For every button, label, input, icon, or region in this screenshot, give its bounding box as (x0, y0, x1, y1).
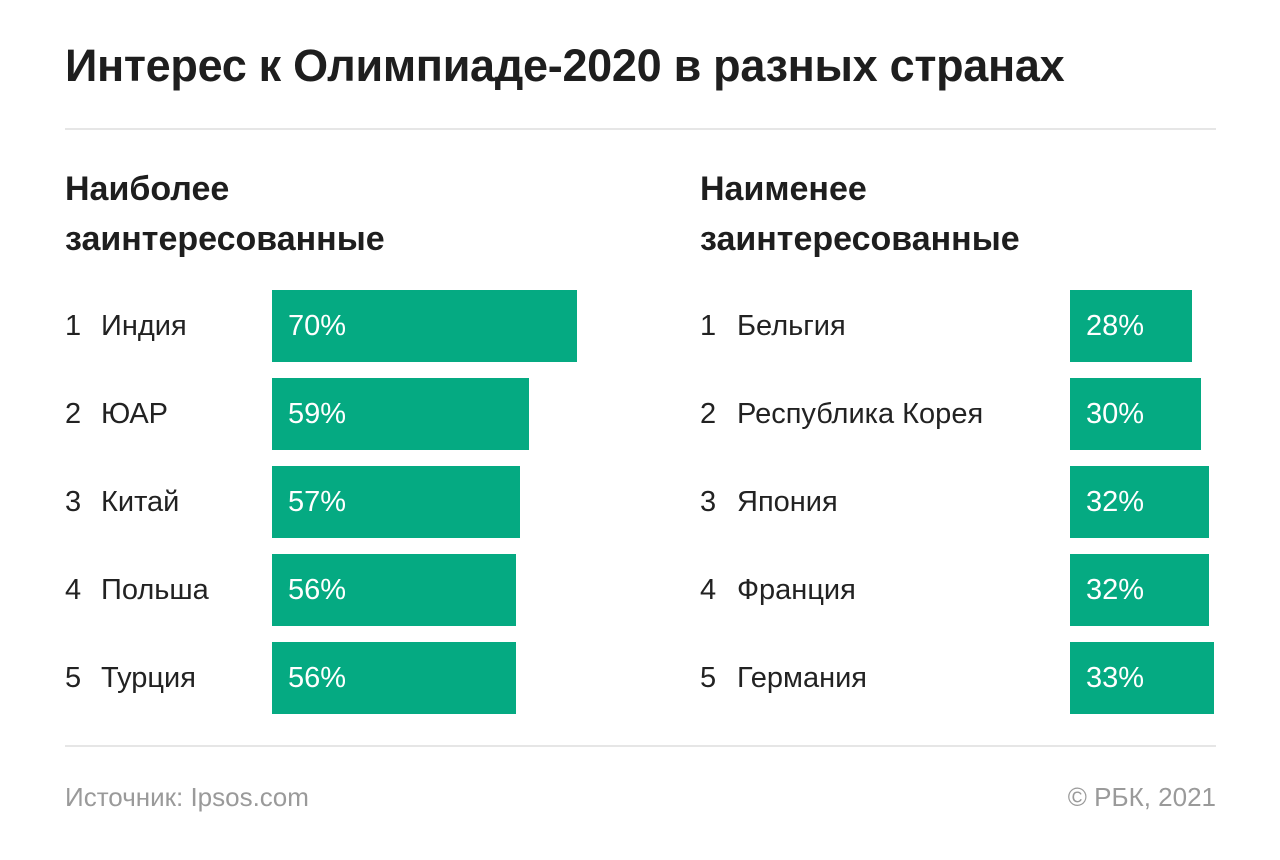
category-label: Франция (737, 574, 856, 606)
rank-label: 1 (65, 310, 82, 342)
rank-label: 3 (65, 486, 82, 518)
category-label: Япония (737, 486, 838, 518)
bar: 57% (272, 466, 520, 538)
bar: 59% (272, 378, 529, 450)
data-label: 30% (1086, 398, 1145, 430)
data-label: 28% (1086, 310, 1145, 342)
bar-row: 5 Турция 56% (0, 642, 1280, 714)
panel-title-most: Наиболее заинтересованные (65, 164, 385, 264)
bar: 56% (272, 554, 516, 626)
bar: 30% (1070, 378, 1201, 450)
category-label: ЮАР (101, 398, 169, 430)
category-label: Индия (101, 310, 187, 342)
bar-row: 3 Япония 32% (0, 466, 1280, 538)
category-label: Турция (101, 662, 196, 694)
panel-title-line: Наименее (700, 170, 867, 208)
rank-label: 5 (65, 662, 82, 694)
data-label: 32% (1086, 486, 1145, 518)
category-label: Республика Корея (737, 398, 984, 430)
panel-title-line: Наиболее (65, 170, 230, 208)
rank-label: 1 (700, 310, 717, 342)
panel-title-line: заинтересованные (65, 220, 385, 258)
data-label: 56% (288, 662, 347, 694)
bar-row: 4 Франция 32% (0, 554, 1280, 626)
bar-row: 5 Германия 33% (0, 642, 1280, 714)
data-label: 59% (288, 398, 347, 430)
category-label: Германия (737, 662, 868, 694)
rank-label: 5 (700, 662, 717, 694)
category-label: Бельгия (737, 310, 846, 342)
rank-label: 2 (65, 398, 82, 430)
panel-title-line: заинтересованные (700, 220, 1020, 258)
bar: 32% (1070, 466, 1210, 538)
rank-label: 4 (700, 574, 717, 606)
data-label: 33% (1086, 662, 1145, 694)
data-label: 57% (288, 486, 347, 518)
bar-row: 2 ЮАР 59% (0, 378, 1280, 450)
bar: 70% (272, 290, 577, 362)
copyright: © РБК, 2021 (1067, 782, 1216, 812)
data-label: 70% (288, 310, 347, 342)
data-label: 56% (288, 574, 347, 606)
data-label: 32% (1086, 574, 1145, 606)
bar-row: 4 Польша 56% (0, 554, 1280, 626)
category-label: Польша (101, 574, 209, 606)
chart-title: Интерес к Олимпиаде-2020 в разных страна… (65, 40, 1065, 91)
rank-label: 4 (65, 574, 82, 606)
bar-row: 1 Бельгия 28% (0, 290, 1280, 362)
bar-row: 3 Китай 57% (0, 466, 1280, 538)
top-divider (65, 128, 1216, 130)
source-note: Источник: Ipsos.com (65, 782, 309, 812)
bar-row: 1 Индия 70% (0, 290, 1280, 362)
rank-label: 3 (700, 486, 717, 518)
bar-row: 2 Республика Корея 30% (0, 378, 1280, 450)
bar: 28% (1070, 290, 1192, 362)
bar: 33% (1070, 642, 1214, 714)
bar: 32% (1070, 554, 1210, 626)
rank-label: 2 (700, 398, 717, 430)
bar: 56% (272, 642, 516, 714)
category-label: Китай (101, 486, 180, 518)
panel-title-least: Наименее заинтересованные (700, 164, 1020, 264)
bottom-divider (65, 745, 1216, 747)
